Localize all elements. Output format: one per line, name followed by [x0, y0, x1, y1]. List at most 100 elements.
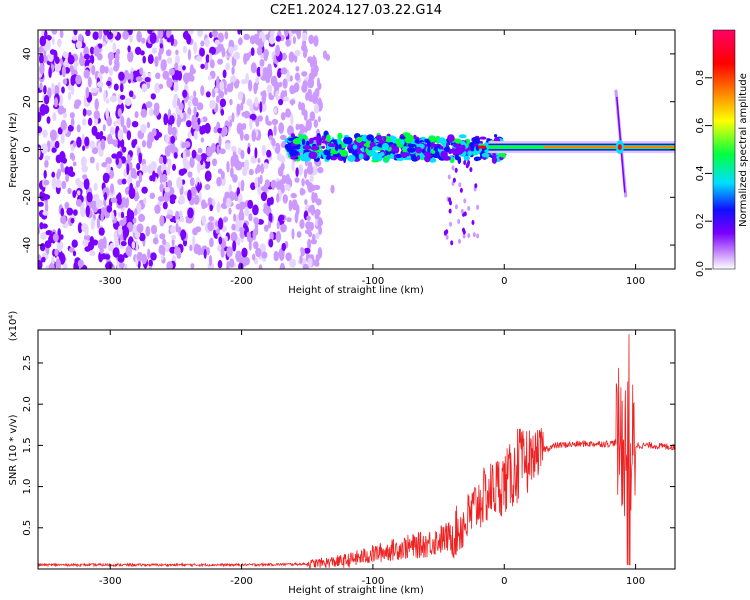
spectrogram-cell: [175, 49, 179, 55]
spectrogram-cell: [277, 70, 282, 78]
spectrogram-cell: [224, 235, 228, 242]
spectrogram-cell: [113, 83, 119, 91]
spectrogram-cell: [69, 247, 75, 253]
spectrogram-cell: [383, 136, 387, 142]
spectrogram-cell: [295, 204, 300, 216]
spectrogram-cell: [280, 142, 286, 148]
spectrogram-cell: [52, 233, 59, 242]
spectrogram-cell: [128, 90, 134, 98]
spectrogram-cell: [72, 250, 77, 257]
spectrogram-cell: [50, 129, 57, 141]
spectrogram-cell: [257, 184, 262, 196]
y-tick-label: 0: [22, 146, 33, 152]
spectrogram-cell: [395, 153, 403, 159]
spectrogram-cell: [307, 257, 313, 268]
spectrogram-cell: [267, 220, 272, 229]
spectrogram-cell: [275, 230, 282, 243]
spectrogram-cell: [51, 82, 55, 95]
spectrogram-cell: [75, 74, 82, 85]
spectrogram-cell: [82, 108, 87, 117]
spectrogram-cell: [269, 35, 275, 45]
spectrogram-cell: [225, 62, 230, 71]
spectrogram-cell: [53, 97, 59, 108]
spectrogram-cell: [128, 187, 136, 200]
spectrogram-cell: [295, 123, 300, 131]
spectrogram-cell: [291, 30, 297, 34]
y-tick-label: 2.5: [22, 355, 33, 371]
spectrogram-cell: [305, 119, 312, 131]
spectrogram-cell: [220, 247, 225, 258]
spectrogram-cell: [255, 76, 260, 84]
spectrogram-cell: [62, 157, 67, 164]
spectrogram-cell: [76, 136, 82, 148]
spectrogram-cell: [176, 176, 183, 189]
spectrogram-x-axis-label: Height of straight line (km): [288, 285, 424, 296]
spectrogram-cell: [248, 168, 254, 176]
spectrogram-cell: [125, 245, 132, 256]
spectrogram-cell: [238, 37, 243, 46]
spectrogram-cell: [61, 107, 67, 114]
spectrogram-cell: [190, 186, 197, 197]
spectrogram-cell: [162, 70, 170, 80]
x-tick-label: -200: [230, 576, 253, 587]
spectrogram-cell: [257, 158, 261, 164]
spectrogram-cell: [99, 64, 106, 74]
spectrogram-cell: [216, 176, 222, 187]
spectrogram-cell: [149, 32, 157, 44]
spectrogram-cell: [467, 233, 471, 239]
spectrogram-cell: [57, 82, 61, 88]
spectrogram-cell: [65, 174, 69, 183]
spectrogram-cell: [192, 227, 198, 236]
spectrogram-cell: [457, 156, 462, 164]
spectrogram-cell: [104, 66, 109, 74]
spectrogram-cell: [313, 119, 318, 128]
spectrogram-cell: [299, 254, 303, 264]
spectrogram-cell: [40, 143, 48, 155]
spectrogram-cell: [190, 179, 195, 185]
spectrogram-cell: [67, 54, 75, 65]
spectrogram-cell: [56, 240, 64, 251]
spectrogram-cell: [380, 151, 385, 157]
spectrogram-cell: [321, 135, 326, 141]
spectrogram-cell: [41, 256, 46, 263]
y-tick-label: 0.5: [22, 520, 33, 536]
spectrogram-cell: [57, 127, 63, 135]
spectrogram-cell: [118, 262, 126, 269]
spectrogram-cell: [174, 246, 181, 256]
spectrogram-cell: [132, 217, 137, 224]
spectrogram-cell: [75, 40, 83, 49]
spectrogram-cell: [285, 39, 291, 47]
spectrogram-cell: [289, 75, 293, 82]
spectrogram-cell: [141, 37, 146, 44]
spectrogram-cell: [438, 137, 446, 144]
spectrogram-cell: [472, 232, 476, 238]
spectrogram-cell: [317, 116, 321, 123]
spectrogram-cell: [447, 174, 451, 180]
spectrogram-cell: [165, 49, 172, 57]
spectrogram-cell: [392, 151, 396, 155]
spectrogram-cell: [124, 72, 131, 80]
spectrogram-cell: [252, 253, 256, 261]
spectrogram-cell: [169, 198, 176, 205]
spectrogram-cell: [120, 240, 127, 247]
spectrogram-cell: [71, 153, 75, 162]
spectrogram-cell: [253, 241, 259, 250]
spectrogram-cell: [96, 217, 100, 229]
spectrogram-cell: [150, 252, 157, 261]
spectrogram-cell: [465, 163, 469, 169]
spectrogram-cell: [263, 206, 269, 214]
spectrogram-cell: [169, 142, 176, 154]
spectrogram-cell: [458, 134, 467, 139]
spectrogram-cell: [75, 199, 82, 207]
spectrogram-cell: [39, 222, 44, 230]
spectrogram-cell: [125, 187, 129, 195]
spectrogram-cell: [163, 113, 168, 126]
spectrogram-cell: [97, 43, 103, 49]
spectrogram-cell: [38, 126, 43, 134]
y-tick-label: 2.0: [22, 396, 33, 412]
y-tick-label: 1.5: [22, 437, 33, 453]
spectrogram-cell: [147, 54, 154, 65]
spectrogram-cell: [318, 145, 322, 150]
spectrogram-cell: [43, 85, 47, 95]
spectrogram-cell: [54, 248, 59, 257]
